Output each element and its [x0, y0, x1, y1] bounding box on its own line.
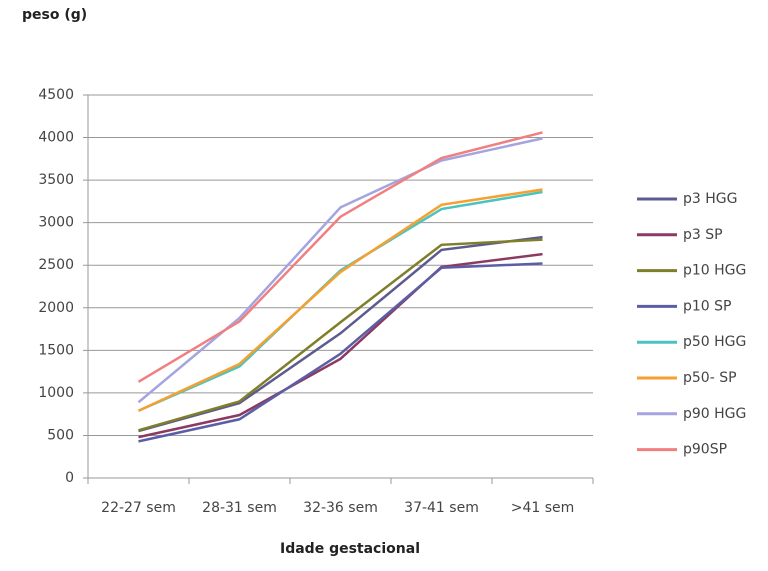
legend-label: p3 HGG — [683, 191, 737, 207]
x-tick-label: >41 sem — [511, 500, 575, 516]
x-tick-label: 28-31 sem — [202, 500, 277, 516]
y-tick-label: 2000 — [38, 300, 74, 316]
y-tick-label: 1000 — [38, 385, 74, 401]
y-tick-label: 500 — [47, 427, 74, 443]
series-line — [138, 262, 543, 443]
x-tick-label: 37-41 sem — [404, 500, 479, 516]
x-tick-label: 22-27 sem — [101, 500, 176, 516]
legend-label: p90 HGG — [683, 406, 746, 422]
series-line — [137, 190, 543, 412]
y-tick-label: 0 — [65, 470, 74, 486]
series-line — [138, 252, 543, 439]
y-tick-label: 4000 — [38, 130, 74, 146]
y-axis-title: peso (g) — [22, 7, 87, 23]
y-tick-label: 2500 — [38, 257, 74, 273]
legend-label: p10 HGG — [683, 263, 746, 279]
legend-label: p50 HGG — [683, 334, 746, 350]
y-tick-label: 3500 — [38, 172, 74, 188]
legend-label: p50- SP — [683, 370, 737, 386]
y-tick-label: 1500 — [38, 342, 74, 358]
y-tick-label: 4500 — [38, 87, 74, 103]
series-line — [138, 235, 543, 433]
series-line — [137, 188, 543, 412]
series-line — [137, 137, 543, 404]
series-line — [138, 238, 543, 432]
x-axis-title: Idade gestacional — [280, 541, 420, 557]
y-tick-label: 3000 — [38, 215, 74, 231]
legend-label: p3 SP — [683, 227, 723, 243]
legend-label: p10 SP — [683, 298, 731, 314]
series-line — [137, 131, 543, 383]
legend-label: p90SP — [683, 442, 727, 458]
x-tick-label: 32-36 sem — [303, 500, 378, 516]
